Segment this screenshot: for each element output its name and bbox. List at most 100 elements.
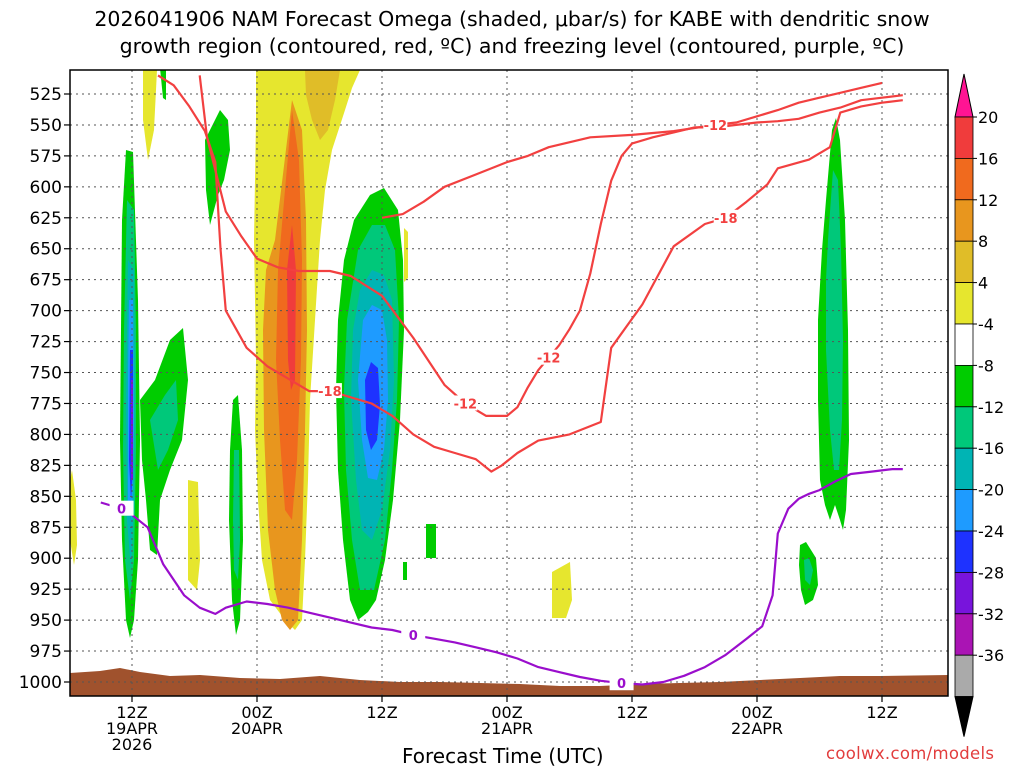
x-tick-label: 22APR — [731, 719, 783, 738]
y-tick-label: 750 — [30, 364, 62, 384]
omega-rise-right-small-teal — [804, 558, 813, 585]
omega-sink-yellow-thin — [404, 228, 408, 282]
dgz-label-bg — [536, 349, 561, 365]
x-tick-label: 20APR — [231, 719, 283, 738]
y-tick-label: 800 — [30, 425, 62, 445]
x-tick-label: 12Z — [116, 703, 147, 722]
dgz-label: -18 — [318, 385, 342, 400]
omega-sink-yellow-bottom1 — [188, 480, 200, 590]
dgz-label: -12 — [704, 119, 728, 134]
y-tick-label: 725 — [30, 333, 62, 353]
colorbar-segment — [954, 240, 974, 283]
freezing-level-label-bg — [109, 500, 134, 516]
colorbar-segment — [954, 613, 974, 656]
omega-shading — [70, 70, 849, 638]
freezing-level-label-bg — [609, 675, 634, 691]
y-tick-label: 675 — [30, 271, 62, 291]
colorbar-label: -4 — [978, 315, 994, 334]
y-tick-label: 875 — [30, 518, 62, 538]
colorbar-label: -28 — [978, 563, 1004, 582]
plot-frame — [69, 69, 949, 697]
x-tick-label: 00Z — [491, 703, 522, 722]
y-tick-label: 625 — [30, 209, 62, 229]
colorbar-label: 12 — [978, 191, 998, 210]
credit-text: coolwx.com/models — [826, 744, 995, 763]
colorbar-label: 20 — [978, 108, 998, 127]
colorbar-label: -16 — [978, 439, 1004, 458]
freezing-level-label: 0 — [117, 503, 126, 518]
y-tick-label: 950 — [30, 611, 62, 631]
dgz-label-bg — [703, 116, 728, 132]
omega-rise-area2-teal — [150, 380, 178, 470]
terrain-strip — [70, 668, 948, 696]
colorbar-label: 8 — [978, 232, 988, 251]
colorbar-label: -12 — [978, 398, 1004, 417]
colorbar-label: 4 — [978, 274, 988, 293]
dgz-label: -12 — [454, 397, 478, 412]
x-tick-label: 00Z — [741, 703, 772, 722]
y-tick-label: 575 — [30, 147, 62, 167]
colorbar-segment — [954, 654, 974, 698]
x-tick-label: 12Z — [866, 703, 897, 722]
y-tick-label: 700 — [30, 302, 62, 322]
colorbar-segment — [954, 447, 974, 491]
dgz-label-bg — [317, 383, 342, 399]
dgz-label: -12 — [537, 352, 561, 367]
dgz-label: -18 — [714, 212, 738, 227]
y-tick-label: 975 — [30, 642, 62, 662]
omega-sink-yellow-small — [143, 70, 157, 160]
chart-title: 2026041906 NAM Forecast Omega (shaded, μ… — [94, 7, 930, 58]
colorbar-segment — [954, 323, 974, 366]
colorbar-bottom-triangle — [954, 696, 974, 737]
colorbar-label: 16 — [978, 149, 998, 168]
colorbar-segment — [954, 530, 974, 573]
grid — [70, 70, 948, 696]
dgz-contour-line — [198, 75, 903, 417]
y-tick-label: 550 — [30, 116, 62, 136]
colorbar-segment — [954, 406, 974, 449]
plot-area — [70, 70, 948, 696]
colorbar-segment — [954, 364, 974, 408]
omega-rise-area7-green — [403, 562, 407, 580]
x-tick-label: 19APR — [106, 719, 158, 738]
contour-layer: -18 -18 -12 -12 -12 0 0 0 — [100, 74, 903, 692]
omega-rise-area4-green — [205, 110, 230, 225]
colorbar-segment — [954, 489, 974, 532]
dgz-contour-line — [381, 81, 883, 219]
colorbar-label: -20 — [978, 481, 1004, 500]
y-tick-label: 600 — [30, 178, 62, 198]
colorbar-segment — [954, 199, 974, 242]
omega-rise-area5-teal — [233, 450, 240, 580]
x-tick-label: 00Z — [241, 703, 272, 722]
omega-rise-main-dkblue — [365, 362, 380, 450]
colorbar: 20 16 12 8 4 -4 -8 -12 -16 -20 -24 -28 -32 -36 — [954, 73, 1004, 737]
dgz-label-bg — [453, 395, 478, 411]
colorbar-segment — [954, 116, 974, 159]
colorbar-top-triangle — [954, 73, 974, 118]
omega-rise-right-teal — [826, 170, 843, 470]
x-axis-label: Forecast Time (UTC) — [402, 744, 604, 768]
omega-sink-red — [287, 225, 296, 390]
y-tick-label: 825 — [30, 456, 62, 476]
colorbar-segment — [954, 157, 974, 201]
colorbar-label: -36 — [978, 646, 1004, 665]
colorbar-label: -24 — [978, 522, 1004, 541]
y-axis-ticks: 525 550 575 600 625 650 675 700 725 750 775 800 825 8… — [19, 85, 70, 693]
omega-sink-gold-top — [305, 70, 340, 140]
dgz-label-bg — [713, 209, 738, 225]
x-tick-label: 12Z — [366, 703, 397, 722]
omega-rise-area6-green — [426, 524, 436, 558]
colorbar-label: -8 — [978, 356, 994, 375]
y-tick-label: 925 — [30, 580, 62, 600]
x-tick-label: 21APR — [481, 719, 533, 738]
omega-sink-yellow-left — [70, 470, 77, 565]
x-tick-label: 2026 — [112, 735, 153, 754]
y-tick-label: 650 — [30, 240, 62, 260]
freezing-level-label: 0 — [617, 677, 626, 692]
colorbar-segment — [954, 282, 974, 325]
dgz-contour-line — [157, 74, 903, 473]
x-tick-label: 12Z — [616, 703, 647, 722]
colorbar-label: -32 — [978, 605, 1004, 624]
